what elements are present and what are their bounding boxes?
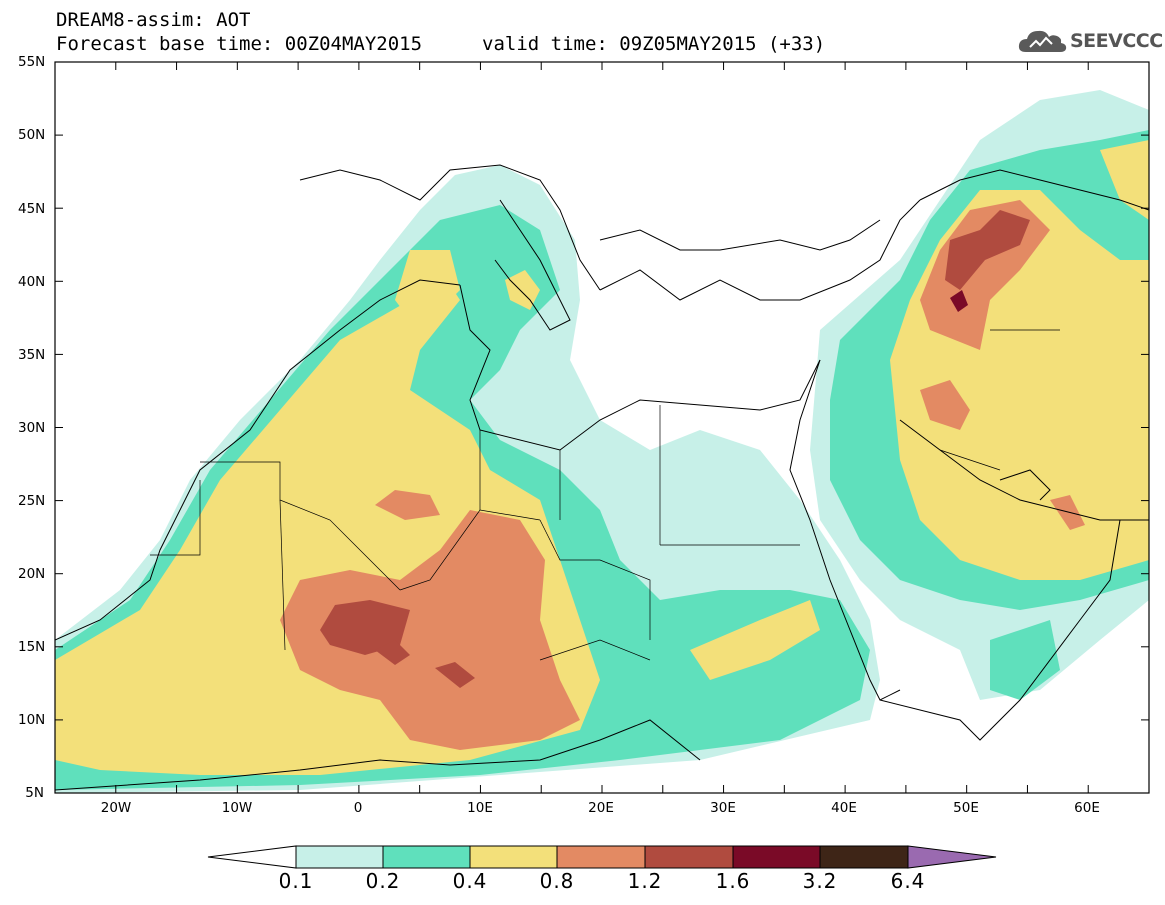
forecast-base-time: Forecast base time: 00Z04MAY2015 [56,33,423,55]
lon-label-50e: 50E [953,800,979,816]
lon-label-20w: 20W [100,800,132,816]
colorbar-label-1-2: 1.2 [627,869,663,893]
lat-label-10n: 10N [18,712,46,728]
axis-ticks [54,61,1150,794]
colorbar-label-0-2: 0.2 [365,869,401,893]
lat-label-30n: 30N [18,420,46,436]
colorbar-label-6-4: 6.4 [890,869,926,893]
lon-label-20e: 20E [588,800,614,816]
lat-label-5n: 5N [25,785,44,801]
logo-text: SEEVCCC [1070,30,1163,52]
lat-label-35n: 35N [18,347,46,363]
lon-label-40e: 40E [831,800,857,816]
colorbar-label-3-2: 3.2 [802,869,838,893]
lon-label-10e: 10E [467,800,493,816]
lat-label-50n: 50N [18,127,46,143]
lat-label-55n: 55N [18,54,46,70]
colorbar-label-0-4: 0.4 [452,869,488,893]
colorbar-label-1-6: 1.6 [715,869,751,893]
lat-label-45n: 45N [18,201,46,217]
aot-band-orange [280,510,580,750]
lon-label-30e: 30E [710,800,736,816]
country-borders [150,329,1060,661]
lon-label-0: 0 [353,800,363,816]
lat-label-40n: 40N [18,274,46,290]
aot-band-redbrown [320,600,410,655]
colorbar [207,845,997,869]
colorbar-label-0-8: 0.8 [539,869,575,893]
lat-label-15n: 15N [18,639,46,655]
colorbar-label-0-1: 0.1 [278,869,314,893]
seevccc-logo: SEEVCCC [1018,26,1163,56]
lon-label-10w: 10W [221,800,253,816]
lat-label-20n: 20N [18,566,46,582]
map-title: DREAM8-assim: AOT [56,9,251,31]
valid-time: valid time: 09Z05MAY2015 (+33) [482,33,826,55]
aot-field [55,62,1149,793]
cloud-icon [1018,30,1067,52]
lon-label-60e: 60E [1074,800,1100,816]
lat-label-25n: 25N [18,493,46,509]
